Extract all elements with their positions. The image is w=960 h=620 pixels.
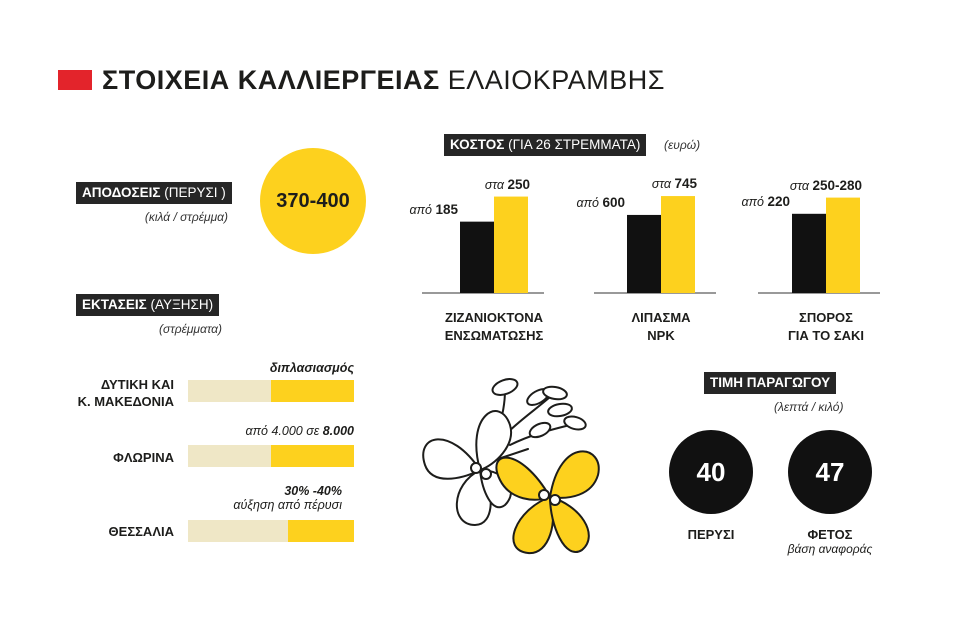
cost-value-prefix: στα: [651, 177, 675, 192]
title-light: ΕΛΑΙΟΚΡΑΜΒΗΣ: [447, 64, 665, 95]
cost-value-label-2-1: στα 250-280: [790, 178, 862, 193]
cost-bar-0-1: [494, 196, 528, 293]
costs-label: ΚΟΣΤΟΣ (ΓΙΑ 26 ΣΤΡΕΜΜΑΤΑ): [444, 134, 647, 156]
cost-category-line: ΣΠΟΡΟΣ: [799, 310, 853, 325]
title-accent-mark: [58, 70, 92, 90]
price-label-last-year: ΠΕΡΥΣΙ: [687, 527, 735, 542]
areas-unit: (στρέμματα): [158, 322, 222, 336]
yields-unit: (κιλά / στρέμμα): [144, 210, 228, 224]
area-note-3-line1: 30% -40%: [284, 484, 342, 498]
price-circle-this-year: 47: [788, 430, 872, 514]
price-circle-last-year: 40: [669, 430, 753, 514]
cost-value-number: 220: [767, 193, 790, 209]
area-bar-1: [188, 380, 354, 402]
yields-value: 370-400: [276, 189, 350, 212]
price-value-this-year: 47: [815, 456, 845, 487]
cost-chart-layer: [422, 196, 880, 294]
cost-value-number: 250: [507, 176, 530, 192]
page-title: ΣΤΟΙΧΕΙΑ ΚΑΛΛΙΕΡΓΕΙΑΣ ΕΛΑΙΟΚΡΑΜΒΗΣ: [58, 62, 665, 98]
cost-value-prefix: στα: [484, 177, 508, 192]
cost-value-prefix: από: [576, 195, 603, 210]
area-bar-3: [188, 520, 354, 542]
cost-value-prefix: στα: [789, 178, 813, 193]
cost-value-number: 745: [674, 176, 697, 192]
costs-label-bold: ΚΟΣΤΟΣ: [450, 137, 505, 152]
area-bar-2-fill: [271, 445, 354, 467]
cost-value-label-0-0: από 185: [410, 202, 458, 217]
area-note-1: διπλασιασμός: [188, 361, 354, 375]
area-name-3: ΘΕΣΣΑΛΙΑ: [108, 524, 174, 539]
cost-value-number: 185: [435, 201, 458, 217]
cost-value-label-1-1: στα 745: [652, 176, 697, 191]
cost-category-label-1: ΛΙΠΑΣΜΑ NPK: [591, 309, 731, 345]
title-bold: ΣΤΟΙΧΕΙΑ ΚΑΛΛΙΕΡΓΕΙΑΣ: [102, 64, 440, 95]
areas-label-light: (ΑΥΞΗΣΗ): [150, 297, 214, 312]
cost-value-prefix: από: [409, 202, 436, 217]
yields-label-bold: ΑΠΟΔΟΣΕΙΣ: [82, 185, 161, 200]
cost-category-line: ΖΙΖΑΝΙΟΚΤΟΝΑ: [445, 310, 543, 325]
cost-value-prefix: από: [741, 194, 768, 209]
area-note-2: από 4.000 σε 8.000: [188, 424, 354, 438]
cost-category-line: ΕΝΣΩΜΑΤΩΣΗΣ: [444, 328, 544, 343]
area-name-1-line2: Κ. ΜΑΚΕΔΟΝΙΑ: [77, 394, 174, 409]
price-unit: (λεπτά / κιλό): [774, 400, 844, 414]
rapeseed-flower-icon: [422, 378, 600, 555]
cost-category-line: ΓΙΑ ΤΟ ΣΑΚΙ: [787, 328, 865, 343]
area-note-1-text: διπλασιασμός: [269, 361, 354, 375]
price-label: ΤΙΜΗ ΠΑΡΑΓΩΓΟΥ: [704, 372, 837, 394]
cost-value-label-0-1: στα 250: [485, 177, 530, 192]
cost-value-label-1-0: από 600: [577, 195, 625, 210]
price-sub-this-year: βάση αναφοράς: [787, 542, 873, 556]
cost-category-label-2: ΣΠΟΡΟΣ ΓΙΑ ΤΟ ΣΑΚΙ: [756, 309, 896, 345]
cost-bar-1-1: [661, 196, 695, 293]
cost-value-number: 600: [602, 194, 625, 210]
areas-label-bold: ΕΚΤΑΣΕΙΣ: [82, 297, 147, 312]
areas-label: ΕΚΤΑΣΕΙΣ (ΑΥΞΗΣΗ): [76, 294, 220, 316]
area-note-2-bold: 8.000: [322, 424, 354, 438]
cost-category-label-0: ΖΙΖΑΝΙΟΚΤΟΝΑ ΕΝΣΩΜΑΤΩΣΗΣ: [424, 309, 564, 345]
yields-label: ΑΠΟΔΟΣΕΙΣ (ΠΕΡΥΣΙ ): [76, 182, 232, 204]
cost-category-line: ΛΙΠΑΣΜΑ: [631, 310, 691, 325]
area-name-1: ΔΥΤΙΚΗ ΚΑΙ Κ. ΜΑΚΕΔΟΝΙΑ: [60, 376, 174, 410]
costs-label-light: (ΓΙΑ 26 ΣΤΡΕΜΜΑΤΑ): [508, 137, 641, 152]
area-name-1-line1: ΔΥΤΙΚΗ ΚΑΙ: [100, 377, 174, 392]
cost-bar-1-0: [627, 214, 661, 293]
area-note-3-line2: αύξηση από πέρυσι: [233, 498, 342, 512]
cost-bar-2-1: [826, 197, 860, 293]
area-bar-1-fill: [271, 380, 354, 402]
costs-unit: (ευρώ): [664, 138, 701, 152]
area-note-2-prefix: από 4.000 σε: [245, 424, 323, 438]
area-note-3: 30% -40% αύξηση από πέρυσι: [188, 484, 342, 512]
price-value-last-year: 40: [696, 456, 726, 487]
cost-category-line: NPK: [647, 328, 675, 343]
area-name-2: ΦΛΩΡΙΝΑ: [113, 450, 174, 465]
yields-label-light: (ΠΕΡΥΣΙ ): [164, 185, 226, 200]
area-bar-2: [188, 445, 354, 467]
price-label-this-year: ΦΕΤΟΣ: [807, 527, 853, 542]
yields-circle: 370-400: [260, 148, 366, 254]
area-bar-3-fill: [287, 520, 354, 542]
cost-bar-0-0: [460, 221, 494, 293]
cost-bar-2-0: [792, 213, 826, 293]
cost-value-number: 250-280: [812, 177, 862, 193]
cost-value-label-2-0: από 220: [742, 194, 790, 209]
